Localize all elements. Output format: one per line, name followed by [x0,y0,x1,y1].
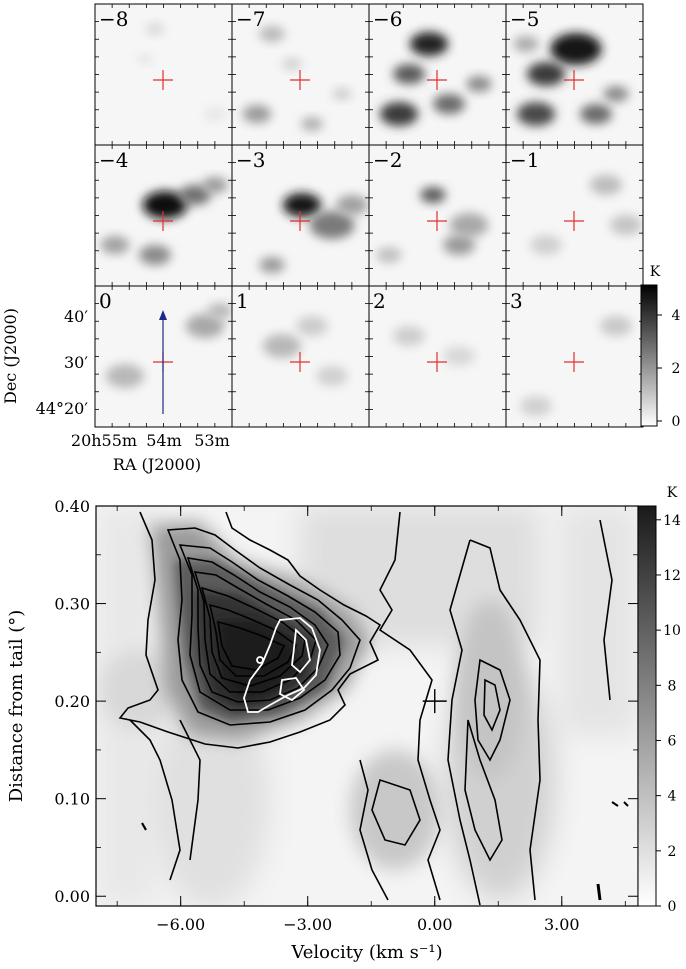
pv-colorbar-tick: 14 [663,513,681,529]
pv-colorbar-unit: K [667,485,678,501]
pv-colorbar-tick: 2 [668,844,677,860]
pv-colorbar-tick: 10 [663,623,681,639]
dec-tick-label: 30′ [64,353,88,372]
channel-map-panel: −3 [231,144,370,287]
pv-ticks: −6.00 −3.00 0.00 3.00 0.00 0.10 0.20 0.30 0.40 [54,497,638,934]
pv-y-tick-label: 0.40 [54,497,90,516]
channel-map-panel: −8 [94,3,233,146]
channel-panel-label: −4 [99,148,128,172]
pv-colorbar-tick: 12 [663,568,681,584]
channel-panel-label: 1 [236,289,249,313]
channel-panel-label: −7 [236,7,265,31]
channel-map-colorbar-unit: K [650,264,661,280]
channel-map-colorbar-tick: 4 [672,308,681,324]
channel-map-panel: 2 [368,285,507,428]
channel-panel-label: −1 [510,148,539,172]
channel-map-panel: −6 [368,3,507,146]
ra-axis-title: RA (J2000) [113,455,201,474]
pv-x-tick-label: −3.00 [283,915,332,934]
pv-white-contours [243,617,321,713]
pv-colorbar: K 0 2 4 6 8 10 12 14 [637,485,681,915]
channel-map-panel: −1 [505,144,644,287]
ra-tick-label: 54m [146,431,182,450]
channel-panel-label: −3 [236,148,265,172]
channel-panel-label: −5 [510,7,539,31]
channel-map-panel: −5 [505,3,644,146]
pv-colorbar-tick: 6 [668,733,677,749]
pv-colorbar-tick: 4 [668,789,677,805]
pv-cross-marker [422,689,447,714]
pv-colorbar-tick: 8 [668,678,677,694]
pv-contours [118,511,629,906]
channel-panel-label: −8 [99,7,128,31]
channel-map-colorbar-tick: 0 [672,414,681,430]
pv-x-axis-title: Velocity (km s⁻¹) [290,942,442,963]
pv-x-tick-label: −6.00 [156,915,205,934]
dec-axis-title: Dec (J2000) [1,308,20,404]
pv-y-tick-label: 0.20 [54,692,90,711]
channel-panel-label: −6 [373,7,402,31]
channel-map-axes: 40′ 30′ 44°20′ 20h55m 54m 53m RA (J2000)… [1,307,230,474]
pv-x-tick-label: 0.00 [417,915,453,934]
channel-map-panel: −2 [368,144,507,287]
channel-map-colorbar-tick: 2 [672,361,681,377]
pv-y-tick-label: 0.30 [54,595,90,614]
pv-y-tick-label: 0.00 [54,887,90,906]
channel-map-panel: 3 [505,285,644,428]
channel-map-panel: −4 [94,144,233,287]
channel-map-colorbar: K 0 2 4 [640,264,681,430]
ra-tick-label: 53m [194,431,230,450]
channel-panel-label: −2 [373,148,402,172]
channel-panel-label: 2 [373,289,386,313]
pv-diagram: −6.00 −3.00 0.00 3.00 0.00 0.10 0.20 0.30 0.40 V… [6,485,681,963]
arrow-head [159,310,167,320]
channel-map-panel: 1 [231,285,370,428]
channel-panel-label: 3 [510,289,523,313]
channel-map-panel: 0 [94,285,233,428]
pv-y-axis-title: Distance from tail (°) [6,610,27,803]
channel-map-panel: −7 [231,3,370,146]
pv-x-tick-label: 3.00 [544,915,580,934]
channel-panel-label: 0 [99,289,112,313]
dec-tick-label: 44°20′ [36,399,89,418]
ra-tick-label: 20h55m [71,431,137,450]
pv-y-tick-label: 0.10 [54,790,90,809]
channel-maps: −8 −7 −6 −5 −4 −3 −2 −1 0 1 2 3 K 0 2 4 40′ 30′ 44°… [1,3,681,474]
dec-tick-label: 40′ [64,307,88,326]
pv-colorbar-tick: 0 [668,899,677,915]
